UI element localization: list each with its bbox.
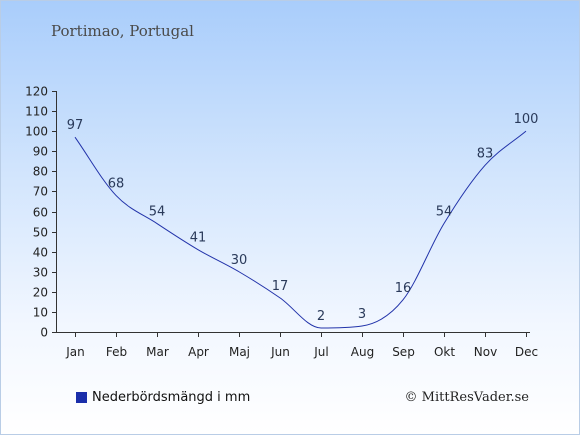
data-label: 16 <box>395 281 412 296</box>
chart-title: Portimao, Portugal <box>51 22 194 40</box>
data-label: 100 <box>514 112 539 127</box>
legend-label: Nederbördsmängd i mm <box>92 390 251 405</box>
legend-swatch <box>76 392 87 403</box>
data-label: 54 <box>436 205 453 220</box>
x-tick-label: Nov <box>474 345 497 359</box>
data-label: 2 <box>317 309 325 324</box>
legend: Nederbördsmängd i mm <box>76 390 250 405</box>
x-tick-label: Mar <box>146 345 169 359</box>
x-tick-label: Sep <box>392 345 415 359</box>
data-label: 30 <box>231 253 248 268</box>
credit-text: © MittResVader.se <box>404 390 529 405</box>
data-label: 54 <box>149 205 166 220</box>
data-label: 41 <box>190 231 207 246</box>
y-tick-label: 0 <box>40 326 48 340</box>
y-tick-label: 70 <box>33 185 48 199</box>
y-tick-label: 10 <box>33 306 48 320</box>
y-tick-label: 50 <box>33 226 48 240</box>
y-tick-label: 90 <box>33 145 48 159</box>
x-tick-label: Maj <box>229 345 250 359</box>
y-tick-label: 110 <box>25 105 48 119</box>
x-tick-label: Okt <box>434 345 455 359</box>
series-line <box>74 130 527 329</box>
y-tick-label: 60 <box>33 206 48 220</box>
y-tick-label: 80 <box>33 165 48 179</box>
x-tick-label: Feb <box>106 345 127 359</box>
data-label: 3 <box>358 307 366 322</box>
y-tick-label: 20 <box>33 286 48 300</box>
y-tick-label: 40 <box>33 246 48 260</box>
x-tick-label: Apr <box>188 345 209 359</box>
data-label: 83 <box>477 146 494 161</box>
x-tick-label: Jan <box>65 345 85 359</box>
y-tick-label: 100 <box>25 125 48 139</box>
y-tick-label: 30 <box>33 266 48 280</box>
x-tick-label: Aug <box>351 345 374 359</box>
data-label: 17 <box>272 279 289 294</box>
data-label: 97 <box>67 118 84 133</box>
x-tick-label: Jul <box>313 345 328 359</box>
x-tick-label: Jun <box>270 345 290 359</box>
x-tick-label: Dec <box>515 345 538 359</box>
y-tick-label: 120 <box>25 85 48 99</box>
data-label: 68 <box>108 176 125 191</box>
